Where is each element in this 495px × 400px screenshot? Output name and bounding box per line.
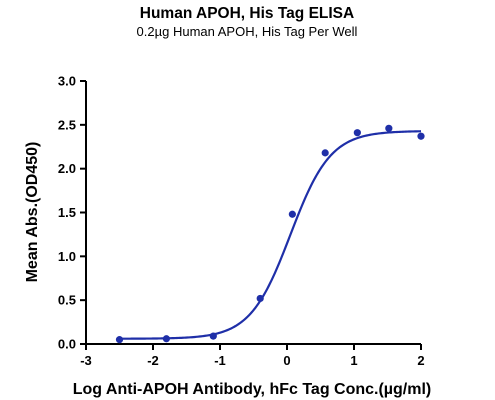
data-point (288, 210, 296, 218)
x-tick-label: 1 (350, 353, 357, 368)
x-tick-label: 0 (283, 353, 290, 368)
x-tick-label: -2 (147, 353, 159, 368)
x-tick-label: -1 (214, 353, 226, 368)
data-point (115, 336, 124, 344)
data-point (353, 129, 361, 137)
chart-subtitle: 0.2µg Human APOH, His Tag Per Well (137, 24, 358, 39)
data-point (162, 335, 170, 343)
y-tick-label: 2.5 (58, 117, 76, 132)
data-point (385, 124, 393, 132)
y-tick-label: 0.5 (58, 293, 76, 308)
data-point (321, 149, 329, 157)
chart-title: Human APOH, His Tag ELISA (140, 5, 354, 22)
data-point (209, 332, 217, 340)
x-tick-label: -3 (80, 353, 92, 368)
fit-curve-layer (119, 130, 422, 340)
y-tick-label: 1.5 (58, 205, 76, 220)
fit-curve (119, 130, 422, 340)
y-tick-label: 0.0 (58, 337, 76, 352)
data-points-layer (115, 124, 425, 344)
data-point (256, 294, 264, 303)
y-tick-label: 1.0 (58, 249, 76, 264)
x-tick-label: 2 (417, 353, 424, 368)
data-point (417, 132, 425, 140)
y-axis-label: Mean Abs.(OD450) (24, 142, 41, 283)
y-tick-label: 3.0 (58, 74, 76, 89)
x-axis-label: Log Anti-APOH Antibody, hFc Tag Conc.(µg… (73, 381, 432, 398)
axes: 0.0 0.5 1.0 1.5 2.0 2.5 3.0 -3 -2 -1 0 1 2 (58, 74, 425, 369)
y-tick-label: 2.0 (58, 161, 76, 176)
